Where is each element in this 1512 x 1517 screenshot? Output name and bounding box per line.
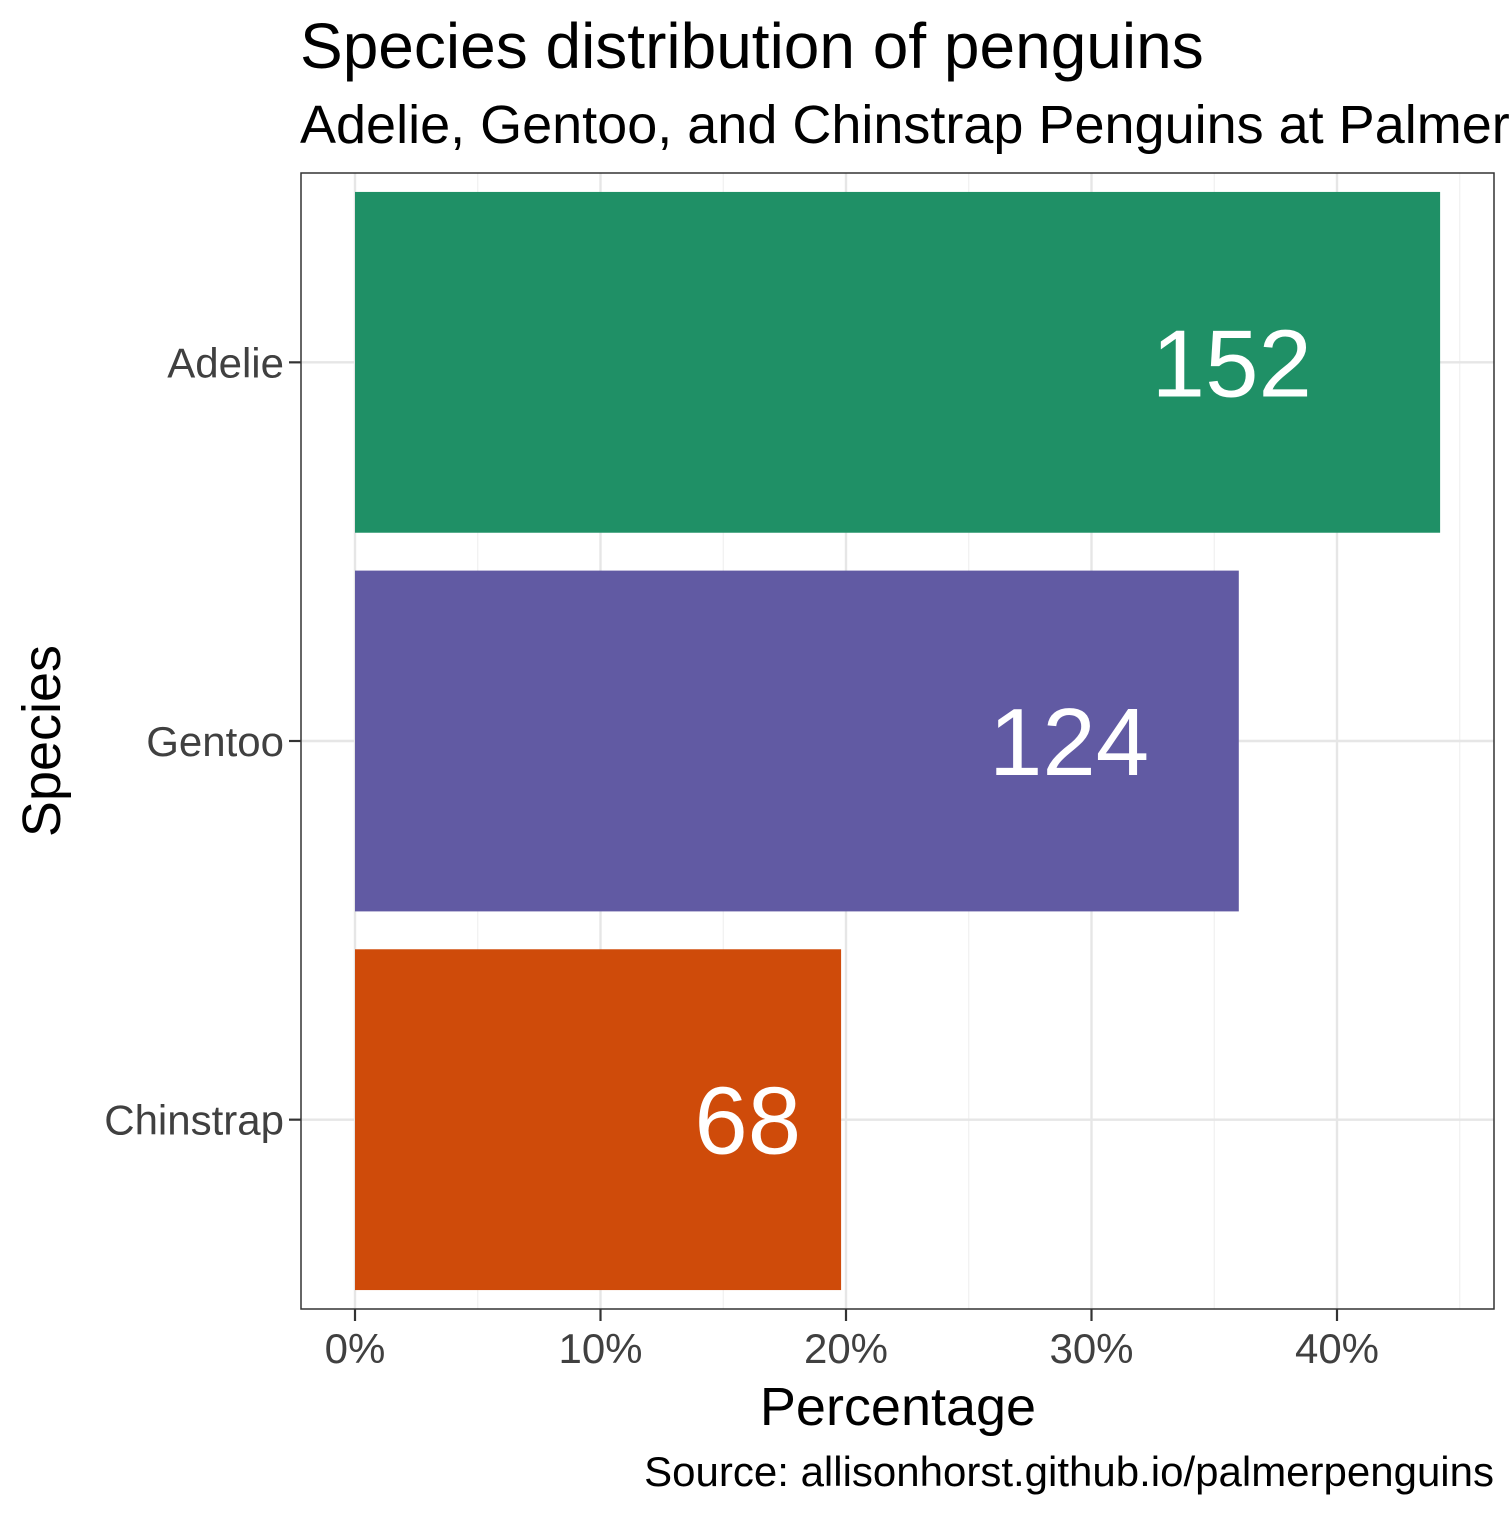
bar-value-label: 152	[1152, 310, 1312, 417]
x-tick-label: 30%	[1049, 1325, 1133, 1372]
y-tick-label: Chinstrap	[104, 1097, 284, 1144]
bar-value-label: 68	[694, 1068, 801, 1175]
chart-subtitle: Adelie, Gentoo, and Chinstrap Penguins a…	[300, 95, 1512, 155]
bar-adelie	[355, 191, 1441, 533]
x-tick-label: 40%	[1295, 1325, 1379, 1372]
x-axis-ticks: 0% 10% 20% 30% 40%	[325, 1309, 1379, 1372]
y-tick-label: Adelie	[167, 339, 284, 386]
bar-chinstrap	[355, 949, 842, 1291]
chart-caption: Source: allisonhorst.github.io/palmerpen…	[644, 1448, 1494, 1495]
x-axis-title: Percentage	[760, 1377, 1036, 1437]
chart-title: Species distribution of penguins	[300, 10, 1204, 82]
bar-value-labels: 152 124 68	[694, 310, 1311, 1174]
bars	[355, 191, 1441, 1291]
x-tick-label: 10%	[558, 1325, 642, 1372]
bar-value-label: 124	[989, 689, 1149, 796]
y-tick-label: Gentoo	[146, 718, 284, 765]
x-tick-label: 0%	[325, 1325, 386, 1372]
bar-gentoo	[355, 570, 1239, 912]
y-axis-ticks: Adelie Gentoo Chinstrap	[104, 339, 301, 1144]
y-axis-title: Species	[12, 645, 72, 837]
x-tick-label: 20%	[804, 1325, 888, 1372]
